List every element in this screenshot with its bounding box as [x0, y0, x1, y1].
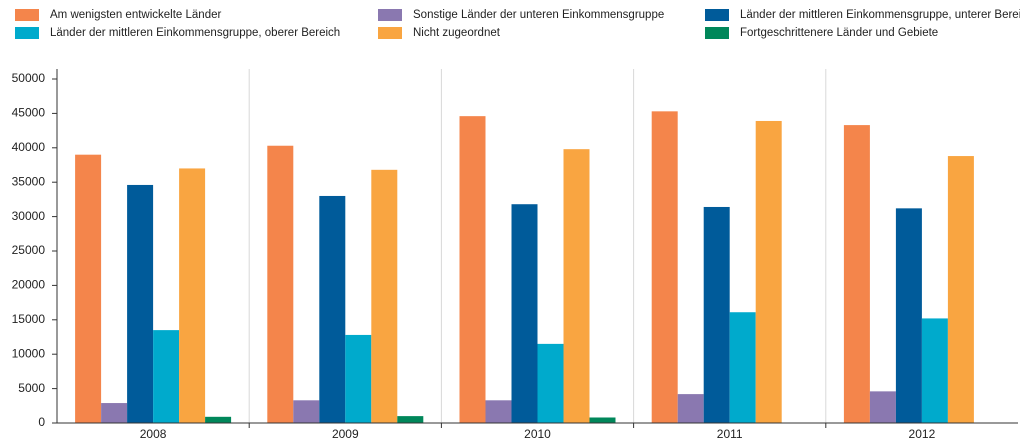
legend-label: Länder der mittleren Einkommensgruppe, u… — [740, 9, 1020, 21]
legend-swatch — [15, 27, 39, 39]
bar — [345, 334, 372, 423]
bar — [677, 394, 704, 423]
bar — [843, 125, 870, 423]
bar — [153, 330, 180, 423]
legend-label: Nicht zugeordnet — [413, 27, 501, 39]
y-tick-label: 10000 — [12, 346, 46, 360]
legend-label: Fortgeschrittenere Länder und Gebiete — [740, 27, 938, 39]
bar — [729, 312, 756, 423]
bar — [651, 111, 678, 423]
y-tick-label: 30000 — [12, 209, 46, 223]
bar — [947, 156, 974, 423]
x-tick-label: 2010 — [524, 427, 551, 440]
bar — [485, 400, 512, 423]
x-tick-label: 2011 — [717, 427, 743, 440]
y-tick-label: 25000 — [12, 243, 46, 257]
bar — [293, 400, 320, 423]
legend-swatch — [378, 27, 402, 39]
legend-label: Sonstige Länder der unteren Einkommensgr… — [413, 9, 664, 21]
y-tick-label: 0 — [38, 415, 45, 429]
bar — [205, 416, 232, 423]
x-tick-label: 2008 — [140, 427, 167, 440]
bar — [459, 116, 486, 423]
legend-swatch — [705, 9, 729, 21]
bar — [397, 416, 424, 423]
y-tick-label: 35000 — [12, 174, 46, 188]
y-tick-label: 15000 — [12, 312, 46, 326]
x-tick-label: 2012 — [909, 427, 936, 440]
bar — [755, 120, 782, 423]
bar — [921, 318, 948, 423]
legend-label: Länder der mittleren Einkommensgruppe, o… — [50, 27, 340, 39]
legend-swatch — [705, 27, 729, 39]
bar — [511, 204, 538, 423]
legend-label: Am wenigsten entwickelte Länder — [50, 9, 221, 21]
y-tick-label: 40000 — [12, 140, 46, 154]
bar — [127, 184, 154, 423]
bar — [75, 154, 102, 423]
legend-swatch — [378, 9, 402, 21]
bar — [101, 403, 128, 423]
x-tick-label: 2009 — [332, 427, 359, 440]
legend-swatch — [15, 9, 39, 21]
bar — [179, 168, 206, 423]
bar — [371, 169, 398, 423]
bar — [703, 206, 730, 423]
bar — [319, 195, 346, 423]
bar — [537, 343, 564, 423]
bar — [869, 391, 896, 423]
bar — [589, 417, 616, 423]
bar — [563, 149, 590, 423]
y-tick-label: 20000 — [12, 278, 46, 292]
bar — [895, 208, 922, 423]
y-tick-label: 50000 — [12, 71, 46, 85]
y-tick-label: 45000 — [12, 106, 46, 120]
y-tick-label: 5000 — [18, 381, 45, 395]
bar — [267, 145, 294, 423]
